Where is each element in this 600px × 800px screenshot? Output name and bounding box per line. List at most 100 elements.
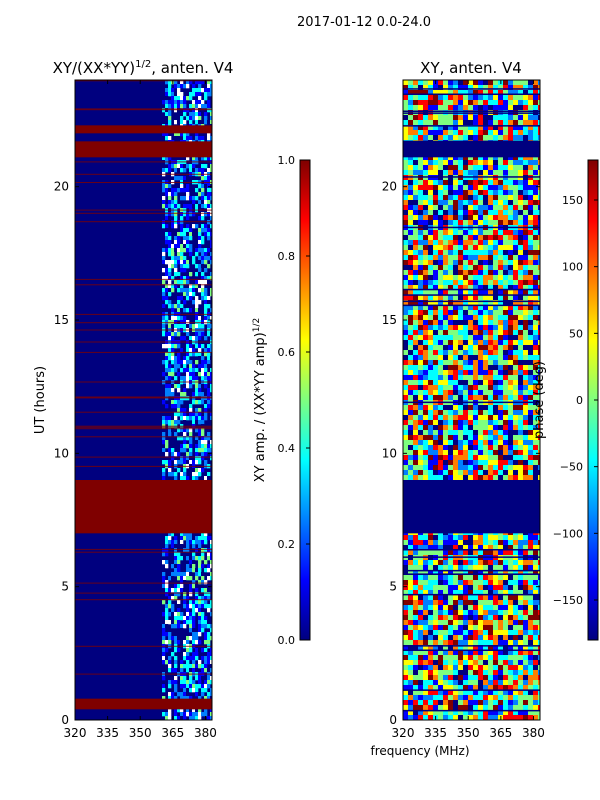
amplitude-cell — [177, 624, 181, 629]
phase-cell — [433, 470, 439, 476]
amplitude-cell — [204, 204, 208, 209]
amplitude-cell — [198, 372, 202, 377]
amplitude-cell — [195, 296, 199, 301]
phase-cell — [428, 440, 434, 446]
phase-cell — [443, 365, 449, 371]
amplitude-cell — [174, 596, 178, 601]
amplitude-cell — [174, 560, 178, 565]
phase-cell — [528, 255, 534, 261]
phase-cell — [538, 325, 540, 331]
amplitude-cell — [180, 576, 184, 581]
phase-cell — [498, 590, 504, 596]
phase-cell — [493, 440, 499, 446]
amplitude-flag-line — [75, 436, 212, 438]
phase-cell — [468, 210, 474, 216]
phase-cell — [473, 305, 479, 311]
phase-cell — [428, 260, 434, 266]
amplitude-cell — [180, 196, 184, 201]
amplitude-cell — [207, 608, 211, 613]
amplitude-cell — [192, 668, 196, 673]
amplitude-cell — [177, 136, 181, 141]
phase-cell — [468, 560, 474, 566]
phase-cell — [528, 385, 534, 391]
phase-cell — [443, 180, 449, 186]
phase-cell — [473, 445, 479, 451]
phase-cell — [528, 325, 534, 331]
phase-cell — [488, 435, 494, 441]
phase-cell — [518, 325, 524, 331]
amplitude-cell — [177, 420, 181, 425]
phase-cell — [483, 545, 489, 551]
amplitude-cell — [177, 668, 181, 673]
phase-cell — [513, 380, 519, 386]
phase-cell — [528, 600, 534, 606]
phase-cell — [438, 415, 444, 421]
phase-cell — [458, 275, 464, 281]
amplitude-cell — [192, 372, 196, 377]
phase-cell — [508, 230, 514, 236]
amplitude-cell — [192, 652, 196, 657]
phase-cell — [473, 350, 479, 356]
amplitude-cell — [198, 392, 202, 397]
amplitude-cell — [198, 428, 202, 433]
phase-cell — [443, 280, 449, 286]
amplitude-cell — [183, 416, 187, 421]
amplitude-cell — [171, 212, 175, 217]
phase-cell — [478, 360, 484, 366]
amplitude-cell — [162, 204, 166, 209]
phase-cell — [458, 625, 464, 631]
phase-cell — [448, 625, 454, 631]
amplitude-cell — [198, 624, 202, 629]
amplitude-cell — [207, 256, 211, 261]
phase-cell — [463, 385, 469, 391]
phase-cell — [453, 630, 459, 636]
phase-cell — [413, 155, 419, 161]
phase-cell — [493, 415, 499, 421]
phase-cell — [493, 355, 499, 361]
phase-cell — [418, 125, 424, 131]
phase-cell — [508, 360, 514, 366]
amplitude-cell — [162, 212, 166, 217]
phase-cell — [418, 340, 424, 346]
phase-cell — [458, 215, 464, 221]
phase-cell — [403, 80, 409, 86]
phase-cell — [478, 85, 484, 91]
amplitude-cell — [189, 676, 193, 681]
phase-cell — [478, 610, 484, 616]
phase-cell — [443, 445, 449, 451]
amplitude-cell — [198, 92, 202, 97]
phase-cell — [508, 535, 514, 541]
amplitude-cell — [198, 100, 202, 105]
amplitude-cell — [162, 372, 166, 377]
phase-cell — [438, 120, 444, 126]
phase-cell — [463, 265, 469, 271]
phase-cell — [463, 560, 469, 566]
amplitude-flag-line — [75, 548, 212, 550]
phase-cell — [433, 365, 439, 371]
phase-cell — [523, 535, 529, 541]
amplitude-cell — [192, 308, 196, 313]
amplitude-cell — [177, 584, 181, 589]
amplitude-cell — [189, 360, 193, 365]
phase-cell — [518, 170, 524, 176]
amplitude-cell — [192, 712, 196, 717]
phase-cell — [468, 380, 474, 386]
phase-cell — [493, 540, 499, 546]
amplitude-cell — [168, 384, 172, 389]
phase-cell — [483, 120, 489, 126]
phase-cell — [488, 125, 494, 131]
phase-cell — [403, 120, 409, 126]
amplitude-cell — [168, 708, 172, 713]
phase-cell — [443, 250, 449, 256]
amplitude-cell — [177, 288, 181, 293]
phase-cell — [528, 320, 534, 326]
amplitude-cell — [174, 100, 178, 105]
amplitude-cell — [207, 80, 211, 85]
phase-cell — [473, 280, 479, 286]
phase-cell — [433, 130, 439, 136]
phase-cell — [523, 255, 529, 261]
phase-cell — [488, 450, 494, 456]
amplitude-cell — [177, 604, 181, 609]
phase-cell — [503, 90, 509, 96]
phase-cell — [403, 455, 409, 461]
